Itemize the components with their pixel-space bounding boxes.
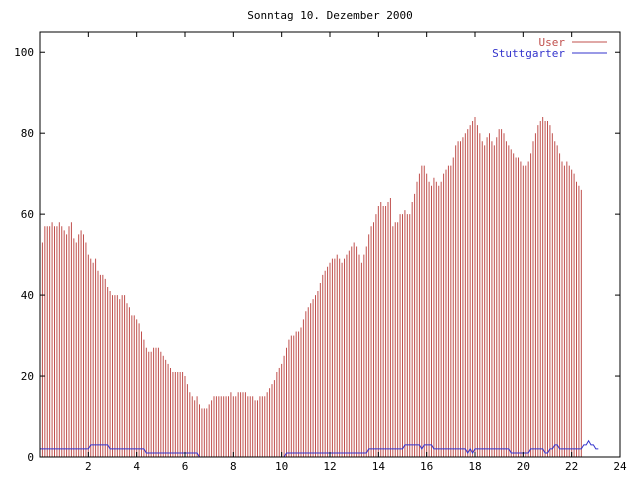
x-tick-label: 6: [182, 460, 189, 473]
x-tick-label: 12: [323, 460, 336, 473]
x-tick-label: 22: [565, 460, 578, 473]
x-tick-label: 14: [372, 460, 386, 473]
x-tick-label: 10: [275, 460, 288, 473]
y-tick-label: 20: [21, 370, 34, 383]
x-tick-label: 20: [517, 460, 530, 473]
x-tick-label: 16: [420, 460, 433, 473]
series-user: [39, 117, 582, 457]
series-line-stuttgarter: [40, 439, 599, 458]
y-tick-label: 100: [14, 46, 34, 59]
y-tick-label: 80: [21, 127, 34, 140]
y-tick-label: 40: [21, 289, 34, 302]
chart-title: Sonntag 10. Dezember 2000: [247, 9, 413, 22]
series-stuttgarter: [40, 439, 599, 458]
y-axis: 0 20 40 60 80 100: [14, 46, 620, 464]
x-tick-label: 8: [230, 460, 237, 473]
x-tick-label: 4: [133, 460, 140, 473]
y-tick-label: 60: [21, 208, 34, 221]
x-tick-label: 24: [613, 460, 627, 473]
y-tick-label: 0: [27, 451, 34, 464]
x-axis: 2 4 6 8 10 12 14 16 18 20 22 24: [85, 32, 627, 473]
legend: User Stuttgarter: [492, 36, 607, 60]
x-tick-label: 18: [468, 460, 481, 473]
x-tick-label: 2: [85, 460, 92, 473]
legend-label-stuttgarter: Stuttgarter: [492, 47, 565, 60]
legend-label-user: User: [539, 36, 566, 49]
